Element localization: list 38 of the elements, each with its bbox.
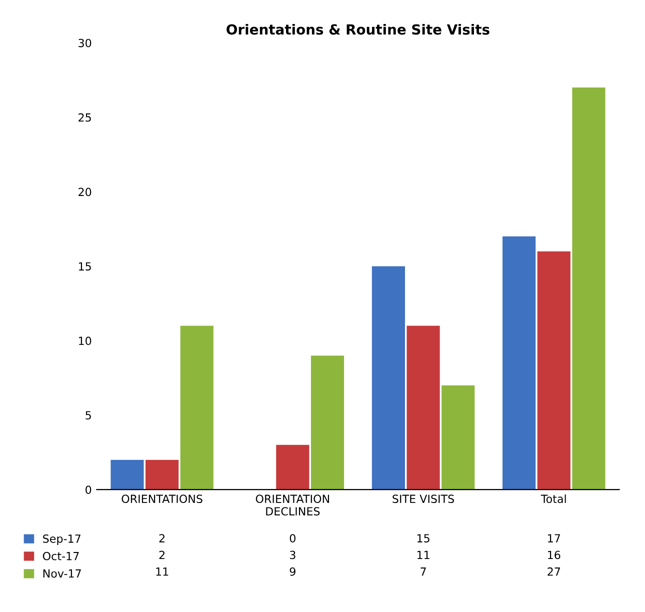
bar — [372, 266, 405, 490]
data-label: 2 — [159, 534, 164, 542]
legend-label: Oct-17 — [42, 552, 79, 560]
data-label: 15 — [417, 534, 430, 542]
bar — [537, 251, 570, 490]
data-label: 2 — [159, 550, 164, 559]
y-tick-label: 30 — [78, 38, 92, 48]
data-label: 11 — [156, 568, 168, 576]
x-tick-label: SITE VISITS — [392, 494, 454, 504]
data-label: 3 — [290, 550, 296, 560]
y-tick-label: 5 — [86, 411, 91, 420]
data-label: 27 — [548, 567, 560, 576]
y-tick-label: 20 — [78, 188, 92, 196]
bar — [502, 236, 536, 490]
data-label: 0 — [290, 534, 296, 542]
data-label: 17 — [548, 534, 560, 542]
data-label: 7 — [420, 568, 426, 576]
bar — [146, 460, 179, 490]
bar — [406, 326, 440, 490]
bar — [276, 444, 310, 490]
bar — [442, 385, 475, 490]
bar — [180, 326, 214, 490]
legend-label: Nov-17 — [43, 569, 81, 578]
bar — [110, 460, 144, 490]
x-tick-label: ORIENTATIONS — [122, 494, 202, 504]
bar — [310, 356, 344, 490]
data-label: 11 — [417, 550, 430, 559]
x-tick-label: ORIENTATION DECLINES — [256, 494, 330, 516]
y-tick-label: 25 — [78, 113, 91, 122]
y-tick-label: 0 — [86, 486, 92, 494]
y-tick-label: 15 — [78, 262, 91, 271]
bar — [572, 88, 606, 490]
data-label: 9 — [290, 567, 296, 576]
x-tick-label: Total — [540, 494, 566, 504]
y-tick-label: 10 — [78, 336, 92, 346]
data-label: 16 — [548, 550, 560, 560]
legend-label: Sep-17 — [43, 534, 80, 546]
chart-title: Orientations & Routine Site Visits — [226, 24, 490, 35]
